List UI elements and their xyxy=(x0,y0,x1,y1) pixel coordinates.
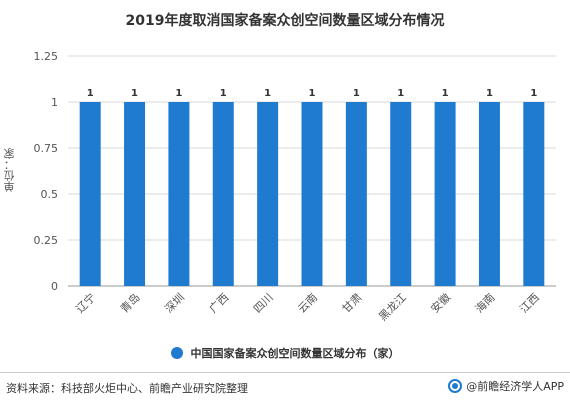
brand-logo-icon xyxy=(448,379,463,393)
data-label: 1 xyxy=(353,88,360,99)
x-tick-label: 黑龙江 xyxy=(376,291,409,324)
bar xyxy=(345,102,367,286)
y-tick-label: 1 xyxy=(51,96,58,109)
chart-plot: 1 1 1 1 1 1 1 1 1 1 1 0 0.25 0.5 0.75 1 1.25 辽宁 青岛 深圳 广西 四川… xyxy=(34,50,556,324)
x-tick-label: 青岛 xyxy=(117,290,142,315)
data-label: 1 xyxy=(220,88,227,99)
legend-label: 中国国家备案众创空间数量区域分布（家） xyxy=(190,347,400,360)
brand-credit: @前瞻经济学人APP xyxy=(448,378,564,394)
x-tick-label: 辽宁 xyxy=(73,290,98,315)
y-tick-label: 0.75 xyxy=(34,142,59,155)
y-tick-label: 0.25 xyxy=(34,234,59,247)
x-tick-label: 江西 xyxy=(517,291,542,316)
y-tick-label: 0.5 xyxy=(41,188,59,201)
data-label: 1 xyxy=(530,88,537,99)
x-tick-label: 深圳 xyxy=(162,291,187,316)
data-label: 1 xyxy=(131,88,138,99)
legend: 中国国家备案众创空间数量区域分布（家） xyxy=(0,345,570,361)
y-tick-label: 0 xyxy=(51,280,58,293)
data-label: 1 xyxy=(442,88,449,99)
x-tick-label: 云南 xyxy=(295,291,320,316)
footer-divider xyxy=(0,372,570,373)
brand-text: @前瞻经济学人APP xyxy=(466,380,564,393)
bar xyxy=(168,102,190,286)
x-tick-label: 四川 xyxy=(251,291,276,316)
bar xyxy=(390,102,412,286)
data-label: 1 xyxy=(264,88,271,99)
bar xyxy=(212,102,234,286)
bar xyxy=(124,102,146,286)
bar xyxy=(257,102,279,286)
data-label: 1 xyxy=(175,88,182,99)
x-tick-label: 海南 xyxy=(472,290,497,315)
bar xyxy=(301,102,323,286)
data-label: 1 xyxy=(397,88,404,99)
x-tick-label: 安徽 xyxy=(428,290,453,315)
data-label: 1 xyxy=(309,88,316,99)
data-label: 1 xyxy=(87,88,94,99)
bar xyxy=(523,102,545,286)
bar xyxy=(478,102,500,286)
x-tick-label: 广西 xyxy=(207,291,232,316)
bar xyxy=(434,102,456,286)
legend-swatch xyxy=(170,347,183,359)
y-tick-label: 1.25 xyxy=(34,50,59,63)
bar xyxy=(79,102,101,286)
x-tick-label: 甘肃 xyxy=(340,291,365,316)
source-note: 资料来源：科技部火炬中心、前瞻产业研究院整理 xyxy=(6,382,248,395)
data-label: 1 xyxy=(486,88,493,99)
chart-title: 2019年度取消国家备案众创空间数量区域分布情况 xyxy=(125,13,445,29)
